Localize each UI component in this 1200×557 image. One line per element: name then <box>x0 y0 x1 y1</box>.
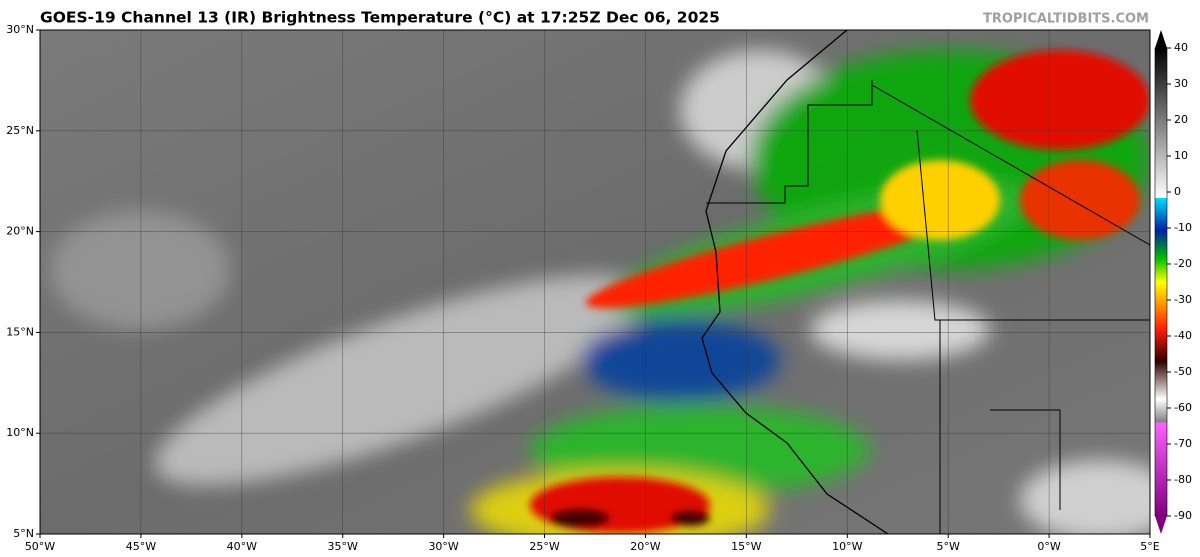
colorbar-tick-label: 20 <box>1174 113 1188 126</box>
colorbar-tick-label: 10 <box>1174 149 1188 162</box>
colorbar-tick-label: -20 <box>1174 257 1192 270</box>
map-frame <box>39 29 1151 535</box>
colorbar-extend <box>1155 30 1167 48</box>
lon-tick-label: 25°W <box>529 540 559 553</box>
lon-tick-label: 5°E <box>1140 540 1159 553</box>
colorbar-tick-label: 30 <box>1174 77 1188 90</box>
lat-tick-label: 25°N <box>6 124 34 137</box>
lon-tick-label: 50°W <box>25 540 55 553</box>
colorbar-tick-label: -70 <box>1174 437 1192 450</box>
colorbar-tick-label: -30 <box>1174 293 1192 306</box>
colorbar-tick-label: 0 <box>1174 185 1181 198</box>
colorbar <box>1154 47 1168 517</box>
lon-tick-label: 5°W <box>936 540 959 553</box>
watermark: TROPICALTIDBITS.COM <box>983 12 1149 27</box>
lon-tick-label: 40°W <box>227 540 257 553</box>
lat-tick-label: 30°N <box>6 23 34 36</box>
colorbar-tick-label: 40 <box>1174 41 1188 54</box>
colorbar-tick-label: -40 <box>1174 329 1192 342</box>
colorbar-tick-label: -80 <box>1174 473 1192 486</box>
colorbar-tick-label: -50 <box>1174 365 1192 378</box>
lat-tick-label: 20°N <box>6 225 34 238</box>
colorbar-extend <box>1155 516 1167 534</box>
lon-tick-label: 10°W <box>832 540 862 553</box>
lon-tick-label: 45°W <box>126 540 156 553</box>
lat-tick-label: 5°N <box>13 527 34 540</box>
title: GOES-19 Channel 13 (IR) Brightness Tempe… <box>40 9 720 27</box>
lon-tick-label: 0°W <box>1037 540 1060 553</box>
colorbar-tick-label: -10 <box>1174 221 1192 234</box>
colorbar-tick-label: -60 <box>1174 401 1192 414</box>
lon-tick-label: 15°W <box>731 540 761 553</box>
lon-tick-label: 20°W <box>630 540 660 553</box>
lon-tick-label: 35°W <box>328 540 358 553</box>
lat-tick-label: 10°N <box>6 426 34 439</box>
lat-tick-label: 15°N <box>6 325 34 338</box>
satellite-image <box>40 30 1150 534</box>
lon-tick-label: 30°W <box>428 540 458 553</box>
colorbar-tick-label: -90 <box>1174 509 1192 522</box>
